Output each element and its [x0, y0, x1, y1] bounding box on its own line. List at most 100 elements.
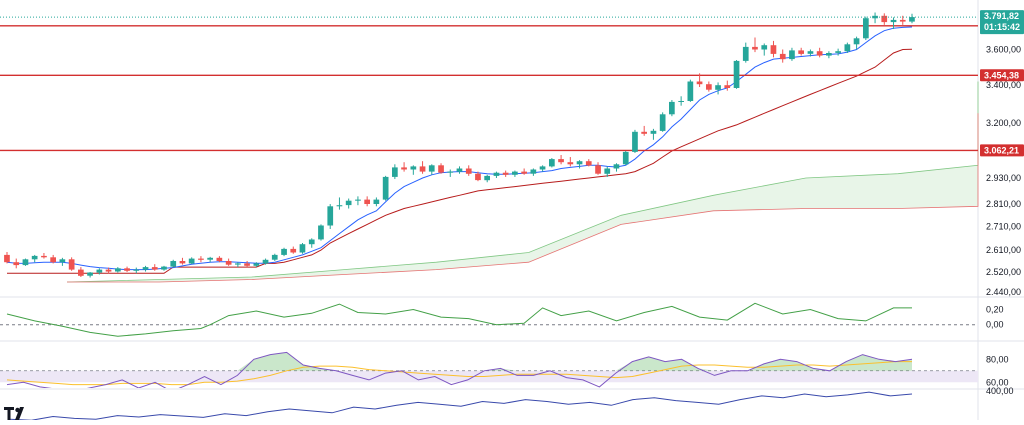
candle-body: [235, 263, 241, 265]
level-price-tag-label: 3.062,21: [984, 145, 1019, 155]
momentum-tick-label: 400,00: [986, 386, 1014, 396]
candle-body: [632, 131, 638, 152]
candle-body: [133, 269, 140, 271]
candle-body: [826, 53, 832, 56]
momentum-pane[interactable]: [9, 391, 913, 420]
candle-body: [364, 199, 370, 204]
candle-body: [401, 167, 407, 170]
candle-body: [853, 38, 860, 45]
candle-body: [724, 85, 731, 88]
candle-body: [115, 268, 121, 272]
candle-body: [881, 15, 888, 23]
candle-body: [493, 172, 500, 176]
candle-body: [484, 175, 490, 181]
candle-body: [410, 166, 417, 170]
candle-body: [613, 164, 620, 169]
candle-body: [779, 53, 786, 60]
candle-body: [124, 268, 130, 271]
candle-body: [105, 269, 112, 272]
candle-body: [96, 269, 103, 273]
candle-body: [13, 262, 20, 266]
rsi-tick-label: 80,00: [986, 354, 1009, 364]
price-tick-label: 2.520,00: [986, 267, 1021, 277]
candle-body: [816, 51, 823, 56]
candle-body: [41, 255, 47, 258]
candle-body: [392, 167, 398, 177]
candle-body: [290, 248, 297, 253]
candle-body: [253, 263, 260, 266]
candle-body: [161, 266, 167, 270]
rsi-pane[interactable]: [0, 351, 978, 391]
momentum-line: [9, 391, 913, 420]
candle-body: [271, 254, 278, 260]
candle-body: [835, 51, 841, 53]
price-tick-label: 2.930,00: [986, 173, 1021, 183]
oscillator-tick-label: 0,20: [986, 305, 1004, 315]
candle-body: [373, 199, 380, 204]
senkou-span-b: [67, 113, 979, 283]
price-pane[interactable]: [0, 12, 979, 283]
oscillator-pane[interactable]: [0, 302, 978, 337]
candle-body: [244, 263, 250, 266]
rsi-overbought-fill: [7, 352, 912, 371]
candle-body: [50, 257, 56, 263]
level-price-tag: [980, 144, 1024, 157]
current-price-label: 3.791,82: [984, 11, 1019, 21]
candle-body: [336, 205, 343, 207]
tradingview-logo-icon[interactable]: [2, 404, 34, 420]
candle-body: [650, 130, 657, 134]
candle-body: [142, 267, 149, 270]
tenkan-sen-line: [6, 26, 913, 271]
candle-body: [521, 171, 527, 174]
candle-body: [188, 258, 195, 264]
price-tick-label: 3.200,00: [986, 118, 1021, 128]
candle-body: [761, 45, 768, 50]
candle-body: [179, 261, 186, 264]
candle-body: [576, 161, 583, 165]
candle-body: [151, 267, 158, 270]
candle-body: [318, 225, 324, 240]
candle-body: [807, 51, 814, 54]
candle-body: [641, 131, 647, 134]
oscillator-tick-label: 0,00: [986, 320, 1004, 330]
price-tick-label: 2.610,00: [986, 245, 1021, 255]
rsi-tick-label: 60,00: [986, 377, 1009, 387]
kijun-sen-line: [7, 48, 913, 274]
candle-body: [539, 166, 546, 170]
candle-body: [789, 50, 795, 60]
candle-body: [844, 44, 851, 52]
candle-body: [863, 18, 869, 39]
candle-body: [438, 165, 444, 173]
candle-body: [198, 258, 204, 260]
candle-body: [567, 162, 574, 165]
candle-body: [872, 15, 878, 19]
current-price-tag: [980, 10, 1024, 35]
candle-body: [558, 159, 564, 163]
candle-body: [678, 101, 684, 102]
candle-body: [798, 50, 804, 54]
candle-body: [87, 272, 93, 276]
candle-body: [770, 45, 777, 54]
candle-body: [752, 46, 758, 50]
candle-body: [715, 85, 721, 90]
candle-body: [456, 168, 463, 172]
candle-body: [78, 269, 84, 276]
candle-body: [465, 168, 472, 174]
candle-body: [281, 248, 287, 255]
candle-body: [502, 172, 509, 175]
candle-body: [216, 257, 223, 261]
candle-body: [447, 171, 454, 173]
price-tick-label: 3.400,00: [986, 80, 1021, 90]
candle-body: [622, 151, 629, 165]
candle-body: [355, 199, 361, 201]
candle-body: [308, 239, 315, 245]
candle-body: [59, 259, 66, 263]
price-tick-label: 2.710,00: [986, 222, 1021, 232]
candle-body: [31, 255, 38, 260]
candle-body: [585, 161, 592, 166]
price-axis[interactable]: 3.600,00 3.400,00 3.200,00 2.930,00 2.810,00…: [980, 10, 1024, 396]
level-price-tag-label: 3.454,38: [984, 70, 1019, 80]
